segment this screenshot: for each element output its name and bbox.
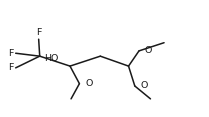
Text: O: O	[141, 82, 148, 90]
Text: HO: HO	[44, 54, 59, 63]
Text: O: O	[86, 79, 93, 88]
Text: F: F	[36, 28, 41, 37]
Text: O: O	[145, 46, 152, 55]
Text: F: F	[8, 63, 13, 72]
Text: F: F	[8, 49, 13, 58]
